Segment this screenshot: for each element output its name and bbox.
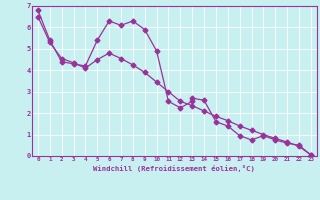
X-axis label: Windchill (Refroidissement éolien,°C): Windchill (Refroidissement éolien,°C) — [93, 165, 255, 172]
